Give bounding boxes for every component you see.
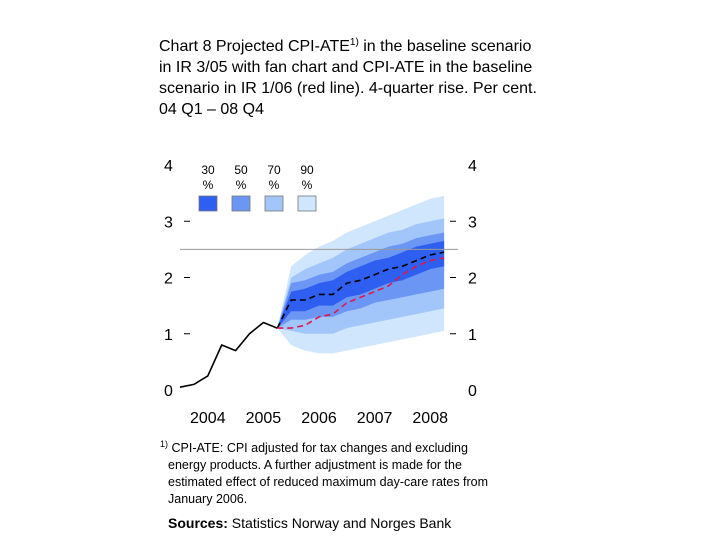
fan-bands	[277, 195, 445, 354]
series-line-projection_ir106	[277, 257, 445, 329]
legend-swatch	[297, 195, 317, 212]
series-line-historical	[179, 321, 278, 388]
series-line-projection_ir305	[276, 251, 445, 329]
x-tick-label: 2007	[357, 410, 393, 427]
legend-unit: %	[203, 178, 214, 192]
y-tick-label-right: 4	[468, 158, 477, 175]
footnote: 1) CPI-ATE: CPI adjusted for tax changes…	[160, 439, 489, 507]
y-tick-label-right: 0	[468, 383, 477, 400]
y-tick-label-left: 3	[164, 214, 173, 231]
fan-band-30	[277, 240, 445, 329]
x-tick-label: 2005	[246, 410, 282, 427]
y-tick-label-left: 4	[164, 158, 173, 175]
legend-unit: %	[302, 178, 313, 192]
legend-label: 70	[267, 163, 281, 177]
legend-label: 50	[234, 163, 248, 177]
legend-swatch	[264, 195, 284, 212]
y-tick-label-right: 3	[468, 214, 477, 231]
y-tick-label-right: 2	[468, 271, 477, 288]
legend: 30%50%70%90%	[198, 163, 317, 212]
x-tick-label: 2004	[190, 410, 226, 427]
legend-label: 30	[201, 163, 215, 177]
chart-title: Chart 8 Projected CPI-ATE1) in the basel…	[159, 37, 537, 119]
y-tick-label-left: 2	[164, 271, 173, 288]
y-tick-label-right: 1	[468, 327, 477, 344]
y-tick-label-left: 1	[164, 327, 173, 344]
legend-unit: %	[236, 178, 247, 192]
legend-label: 90	[300, 163, 314, 177]
legend-unit: %	[269, 178, 280, 192]
x-tick-label: 2006	[301, 410, 337, 427]
x-tick-label: 2008	[412, 410, 448, 427]
y-tick-label-left: 0	[164, 383, 173, 400]
sources-note: Sources: Statistics Norway and Norges Ba…	[168, 515, 452, 531]
legend-swatch	[198, 195, 218, 212]
axes: 0 1 2 3 4 0 1 2 3 4 2004 2005 2006 2007 2008	[164, 158, 477, 427]
series-lines	[179, 251, 445, 388]
legend-swatch	[231, 195, 251, 212]
